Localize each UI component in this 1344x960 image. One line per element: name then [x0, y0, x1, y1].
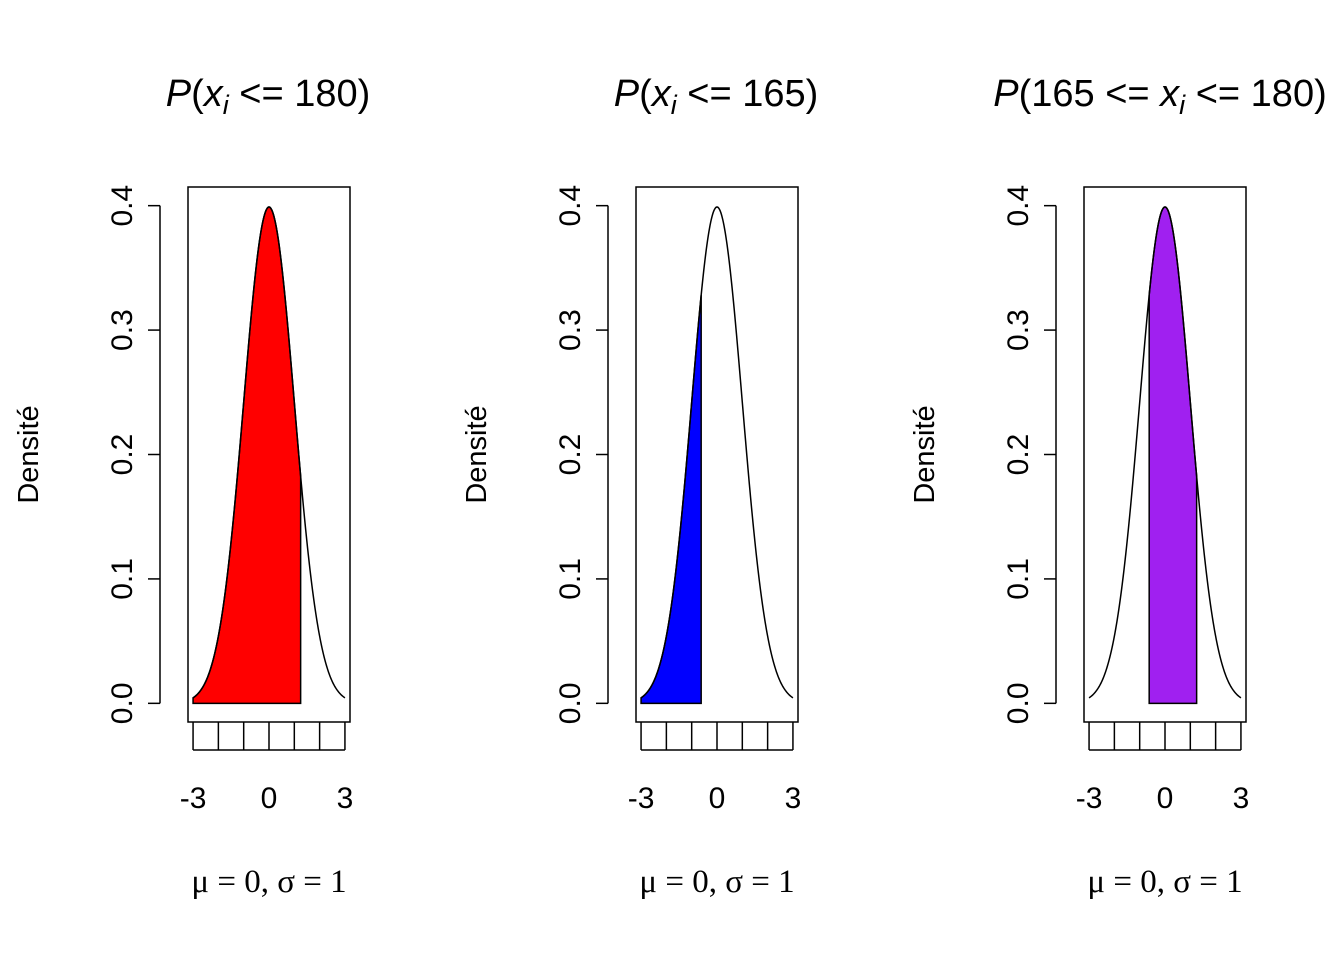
chart-title: P(xi <= 180) — [166, 73, 371, 120]
density-curve — [192, 206, 346, 699]
x-tick-label: 3 — [337, 782, 354, 815]
y-tick-label: 0.0 — [1002, 682, 1035, 724]
x-tick-label: 3 — [785, 782, 802, 815]
y-tick-label: 0.3 — [106, 309, 139, 351]
y-tick-label: 0.2 — [554, 434, 587, 476]
chart-panel-2: 0.0 0.1 0.2 0.3 0.4 -3 0 3 Densité μ = 0, σ = 1 P(… — [461, 73, 818, 900]
x-axis-label: μ = 0, σ = 1 — [191, 864, 346, 900]
y-tick-label: 0.0 — [106, 682, 139, 724]
y-tick-label: 0.2 — [1002, 434, 1035, 476]
y-tick-label: 0.4 — [554, 185, 587, 227]
chart-title: P(165 <= xi <= 180) — [993, 73, 1326, 120]
shaded-area — [1148, 206, 1198, 705]
x-tick-label: -3 — [180, 782, 207, 815]
plot-frame — [635, 186, 799, 723]
y-tick-label: 0.1 — [554, 558, 587, 600]
y-tick-label: 0.4 — [106, 185, 139, 227]
y-tick-label: 0.0 — [554, 682, 587, 724]
x-axis-label: μ = 0, σ = 1 — [639, 864, 794, 900]
y-axis-label: Densité — [461, 405, 493, 503]
x-tick-label: 0 — [261, 782, 278, 815]
x-tick-label: 0 — [1157, 782, 1174, 815]
shaded-area — [192, 206, 302, 705]
y-tick-label: 0.4 — [1002, 185, 1035, 227]
density-curve — [640, 206, 794, 699]
y-tick-label: 0.2 — [106, 434, 139, 476]
y-axis-label: Densité — [909, 405, 941, 503]
y-tick-label: 0.1 — [1002, 558, 1035, 600]
x-axis-label: μ = 0, σ = 1 — [1087, 864, 1242, 900]
chart-title: P(xi <= 165) — [614, 73, 819, 120]
density-curve — [1088, 206, 1242, 699]
x-tick-label: -3 — [1076, 782, 1103, 815]
x-tick-label: 0 — [709, 782, 726, 815]
y-tick-label: 0.3 — [554, 309, 587, 351]
chart-panel-1: 0.0 0.1 0.2 0.3 0.4 -3 0 3 Densité μ = 0, σ = 1 P(… — [13, 73, 370, 900]
x-tick-label: -3 — [628, 782, 655, 815]
x-tick-label: 3 — [1233, 782, 1250, 815]
chart-panel-3: 0.0 0.1 0.2 0.3 0.4 -3 0 3 Densité μ = 0, σ = 1 P(… — [909, 73, 1327, 900]
y-tick-label: 0.1 — [106, 558, 139, 600]
y-axis-label: Densité — [13, 405, 45, 503]
shaded-area — [640, 294, 702, 705]
y-tick-label: 0.3 — [1002, 309, 1035, 351]
